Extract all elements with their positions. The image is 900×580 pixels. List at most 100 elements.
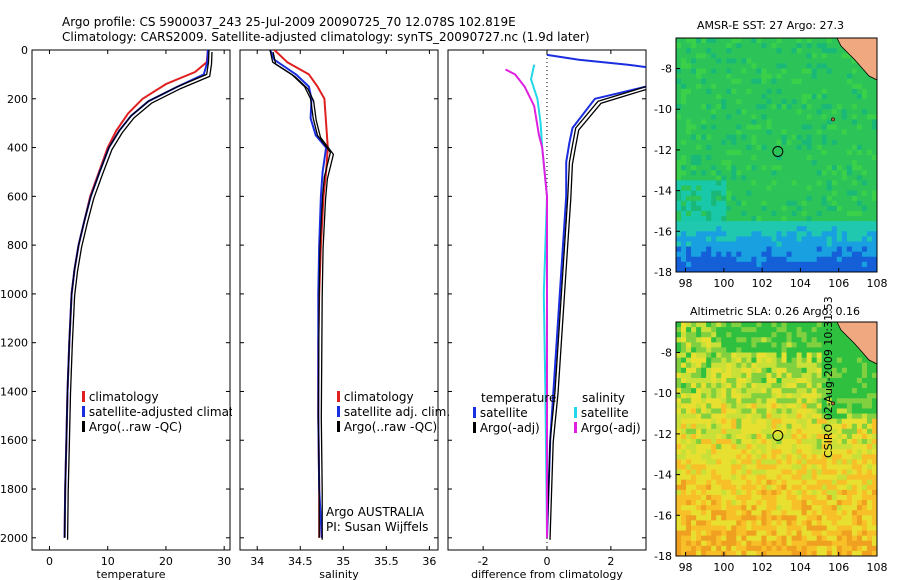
heatmap-cell xyxy=(786,38,792,44)
heatmap-cell xyxy=(761,510,767,516)
heatmap-cell xyxy=(711,535,717,542)
heatmap-cell xyxy=(706,464,712,470)
heatmap-cell xyxy=(766,347,772,353)
heatmap-cell xyxy=(796,418,803,425)
heatmap-cell xyxy=(796,251,803,258)
heatmap-cell xyxy=(786,540,792,547)
heatmap-cell xyxy=(711,444,717,450)
heatmap-cell xyxy=(701,535,707,542)
heatmap-cell xyxy=(691,322,697,328)
heatmap-cell xyxy=(721,545,727,552)
heatmap-cell xyxy=(751,464,757,470)
heatmap-cell xyxy=(781,454,787,460)
heatmap-cell xyxy=(781,205,787,212)
heatmap-cell xyxy=(691,205,697,212)
heatmap-cell xyxy=(681,261,687,268)
heatmap-cell xyxy=(801,418,808,425)
heatmap-cell xyxy=(866,200,873,207)
heatmap-cell xyxy=(806,236,813,242)
heatmap-cell xyxy=(871,149,878,156)
heatmap-cell xyxy=(776,342,782,348)
heatmap-cell xyxy=(676,144,682,151)
heatmap-cell xyxy=(786,241,792,247)
y-tick-label: -16 xyxy=(654,225,672,238)
heatmap-cell xyxy=(796,449,803,455)
heatmap-cell xyxy=(871,83,878,90)
heatmap-cell xyxy=(711,114,717,120)
heatmap-cell xyxy=(751,322,757,328)
heatmap-cell xyxy=(686,261,692,268)
heatmap-cell xyxy=(716,332,722,338)
heatmap-cell xyxy=(836,43,843,49)
heatmap-cell xyxy=(786,342,792,348)
heatmap-cell xyxy=(821,510,828,516)
heatmap-cell xyxy=(711,459,717,465)
heatmap-cell xyxy=(756,489,762,496)
heatmap-cell xyxy=(776,388,782,394)
heatmap-cell xyxy=(721,43,727,49)
heatmap-cell xyxy=(721,261,727,268)
heatmap-cell xyxy=(741,119,747,125)
y-tick-label: 2000 xyxy=(0,532,28,545)
heatmap-cell xyxy=(751,185,757,192)
heatmap-cell xyxy=(751,216,757,222)
heatmap-cell xyxy=(766,170,772,176)
heatmap-cell xyxy=(836,165,843,171)
heatmap-cell xyxy=(736,200,742,207)
heatmap-cell xyxy=(846,347,853,353)
heatmap-cell xyxy=(816,256,823,263)
heatmap-cell xyxy=(716,261,722,268)
heatmap-cell xyxy=(706,231,712,237)
heatmap-cell xyxy=(751,484,757,491)
heatmap-cell xyxy=(696,241,702,247)
heatmap-cell xyxy=(751,398,757,404)
heatmap-cell xyxy=(681,383,687,389)
heatmap-cell xyxy=(781,342,787,348)
heatmap-cell xyxy=(676,266,682,273)
heatmap-cell xyxy=(721,38,727,44)
heatmap-cell xyxy=(806,357,813,364)
heatmap-cell xyxy=(701,449,707,455)
heatmap-cell xyxy=(691,43,697,49)
heatmap-cell xyxy=(821,251,828,258)
heatmap-cell xyxy=(766,520,772,526)
heatmap-cell xyxy=(726,149,732,156)
heatmap-cell xyxy=(811,347,818,353)
plot-frame xyxy=(239,49,439,551)
heatmap-cell xyxy=(866,413,873,420)
heatmap-cell xyxy=(841,433,848,440)
heatmap-cell xyxy=(716,352,722,359)
heatmap-cell xyxy=(841,195,848,202)
heatmap-cell xyxy=(791,195,798,202)
heatmap-cell xyxy=(811,439,818,445)
heatmap-cell xyxy=(766,78,772,85)
heatmap-cell xyxy=(691,530,697,537)
heatmap-cell xyxy=(761,155,767,161)
series-line xyxy=(546,53,646,69)
heatmap-cell xyxy=(761,403,767,409)
heatmap-cell xyxy=(746,266,752,273)
legend-swatch xyxy=(473,422,476,433)
heatmap-cell xyxy=(871,423,878,430)
heatmap-cell xyxy=(786,88,792,95)
heatmap-cell xyxy=(701,160,707,166)
heatmap-cell xyxy=(681,459,687,465)
heatmap-cell xyxy=(756,170,762,176)
heatmap-cell xyxy=(851,545,858,552)
heatmap-cell xyxy=(781,408,787,414)
heatmap-cell xyxy=(776,155,782,161)
heatmap-cell xyxy=(706,505,712,511)
heatmap-cell xyxy=(796,464,803,470)
heatmap-cell xyxy=(736,327,742,333)
heatmap-cell xyxy=(851,479,858,486)
heatmap-cell xyxy=(841,479,848,486)
heatmap-cell xyxy=(716,459,722,465)
heatmap-cell xyxy=(736,251,742,258)
heatmap-cell xyxy=(781,479,787,486)
heatmap-cell xyxy=(766,530,772,537)
heatmap-cell xyxy=(776,408,782,414)
heatmap-cell xyxy=(766,63,772,69)
heatmap-cell xyxy=(771,479,777,486)
heatmap-cell xyxy=(836,347,843,353)
heatmap-cell xyxy=(796,494,803,501)
